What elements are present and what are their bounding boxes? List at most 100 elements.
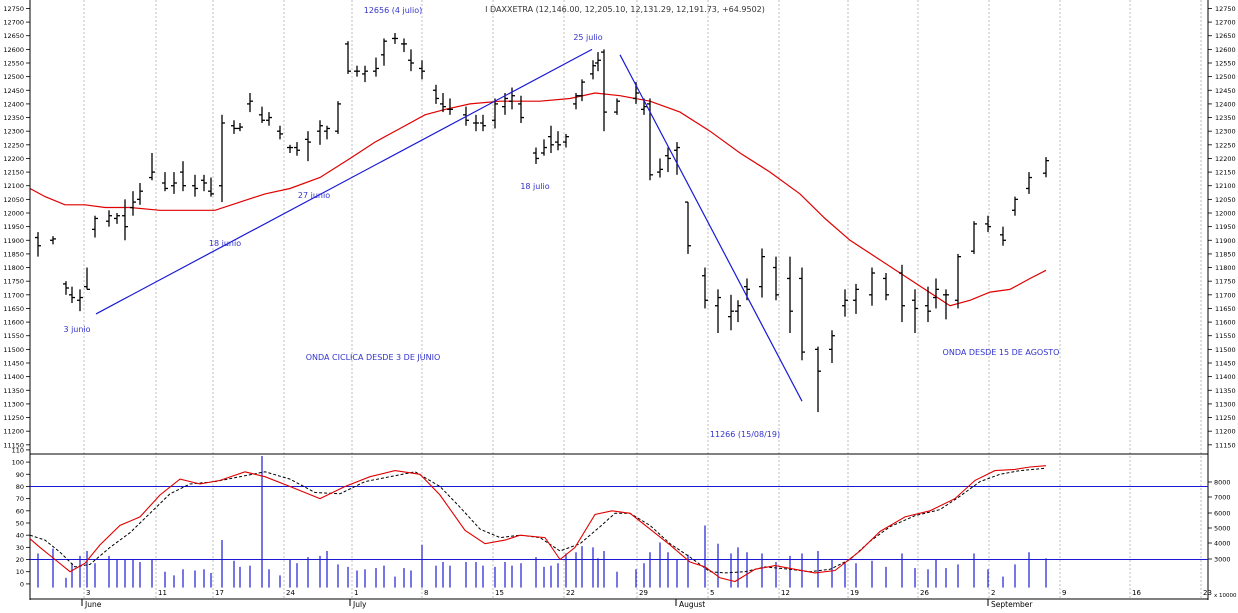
- y-tick-label-left: 12150: [3, 169, 24, 177]
- y-tick-label-left: 12250: [3, 141, 24, 149]
- ohlc-bar: [971, 221, 977, 254]
- ohlc-bar: [563, 133, 569, 148]
- y-tick-label-left: 11750: [3, 278, 24, 286]
- ohlc-bar: [247, 93, 253, 113]
- y-tick-label-left: 12450: [3, 87, 24, 95]
- y-tick-label-right: 11250: [1215, 414, 1236, 422]
- ohlc-bar: [509, 87, 515, 110]
- y-tick-label-right: 12050: [1215, 196, 1236, 204]
- ohlc-bar: [614, 98, 620, 115]
- y-tick-label-right: 11550: [1215, 332, 1236, 340]
- y-tick-label-right: 11900: [1215, 237, 1236, 245]
- y-tick-label-right: 12650: [1215, 32, 1236, 40]
- y-tick-label-right: 12400: [1215, 100, 1236, 108]
- ohlc-bar: [162, 172, 168, 192]
- osc-y-tick-label: 0: [20, 580, 24, 588]
- osc-y-tick-label: 70: [16, 495, 24, 503]
- ohlc-bar: [130, 191, 136, 216]
- y-tick-label-right: 11150: [1215, 441, 1236, 449]
- ohlc-bar: [69, 286, 75, 303]
- vol-axis-label: 5000: [1214, 525, 1231, 533]
- ohlc-bar: [192, 174, 198, 197]
- y-tick-label-left: 12500: [3, 73, 24, 81]
- ohlc-bar: [955, 253, 961, 309]
- ohlc-bar: [305, 131, 311, 162]
- ohlc-bar: [573, 93, 579, 110]
- y-tick-label-left: 12550: [3, 60, 24, 68]
- y-tick-label-left: 12050: [3, 196, 24, 204]
- ohlc-bar: [84, 267, 90, 291]
- ohlc-bar: [259, 106, 265, 123]
- osc-y-tick-label: 30: [16, 544, 24, 552]
- ohlc-bar: [373, 57, 379, 77]
- y-tick-label-right: 11350: [1215, 387, 1236, 395]
- x-tick-label: 2: [991, 589, 995, 597]
- ohlc-bar: [473, 114, 479, 132]
- y-tick-label-right: 12550: [1215, 60, 1236, 68]
- annotation-jun27: 27 junio: [298, 191, 330, 200]
- ohlc-bar: [595, 52, 601, 72]
- x-tick-label: 15: [495, 589, 504, 597]
- x-tick-label: 5: [710, 589, 714, 597]
- y-tick-label-left: 11500: [3, 346, 24, 354]
- ohlc-bar: [354, 65, 360, 77]
- month-label: September: [991, 600, 1033, 609]
- y-tick-label-right: 12000: [1215, 210, 1236, 218]
- month-label: July: [352, 600, 367, 609]
- ohlc-bar: [317, 120, 323, 145]
- ohlc-bar: [548, 125, 554, 153]
- ohlc-bar: [92, 215, 98, 238]
- y-tick-label-left: 11250: [3, 414, 24, 422]
- ohlc-bar: [815, 346, 821, 413]
- ohlc-bar: [674, 142, 680, 175]
- ohlc-bar: [799, 267, 805, 361]
- annotation-jul18: 18 julio: [520, 182, 549, 191]
- annotations: I DAXXETRA (12,146.00, 12,205.10, 12,131…: [63, 5, 1059, 439]
- ohlc-bar: [715, 289, 721, 333]
- x-tick-label: 23: [1203, 589, 1212, 597]
- moving-average: [29, 92, 1047, 307]
- ohlc-bar: [137, 183, 143, 205]
- ohlc-bar: [1043, 157, 1049, 178]
- x-tick-label: 29: [639, 589, 648, 597]
- y-tick-label-right: 12100: [1215, 182, 1236, 190]
- ohlc-bar: [1012, 196, 1018, 216]
- y-tick-label-right: 11650: [1215, 305, 1236, 313]
- stochastic-k-line: [29, 465, 1047, 583]
- ohlc-bar: [63, 281, 69, 295]
- y-tick-label-right: 11450: [1215, 360, 1236, 368]
- y-tick-label-right: 12350: [1215, 114, 1236, 122]
- y-tick-label-left: 11400: [3, 373, 24, 381]
- y-tick-label-right: 11950: [1215, 223, 1236, 231]
- y-tick-label-right: 11500: [1215, 346, 1236, 354]
- ohlc-bar: [277, 125, 283, 140]
- stochastic-d-line: [29, 467, 1047, 574]
- x-tick-label: 17: [215, 589, 224, 597]
- ohlc-bar: [933, 278, 939, 309]
- ohlc-bar: [735, 300, 741, 323]
- y-tick-label-left: 12700: [3, 19, 24, 27]
- ohlc-bar: [219, 114, 225, 203]
- y-tick-label-left: 12100: [3, 182, 24, 190]
- y-tick-label-left: 11600: [3, 319, 24, 327]
- ohlc-bar: [985, 215, 991, 233]
- y-tick-label-left: 12200: [3, 155, 24, 163]
- vol-axis-label: 7000: [1214, 494, 1231, 502]
- ohlc-bar: [35, 232, 41, 257]
- vol-axis-label: 4000: [1214, 540, 1231, 548]
- osc-y-tick-label: 50: [16, 520, 24, 528]
- ohlc-bar: [231, 120, 237, 134]
- osc-y-tick-label: 100: [12, 459, 24, 467]
- y-tick-label-right: 11600: [1215, 319, 1236, 327]
- x-tick-label: 26: [920, 589, 929, 597]
- y-tick-label-left: 11350: [3, 387, 24, 395]
- ohlc-bar: [541, 139, 547, 156]
- x-tick-label: 3: [86, 589, 90, 597]
- y-tick-label-left: 11700: [3, 291, 24, 299]
- y-tick-label-right: 11750: [1215, 278, 1236, 286]
- ohlc-bar: [77, 289, 83, 312]
- x-tick-label: 22: [566, 589, 575, 597]
- ohlc-bar: [590, 60, 596, 80]
